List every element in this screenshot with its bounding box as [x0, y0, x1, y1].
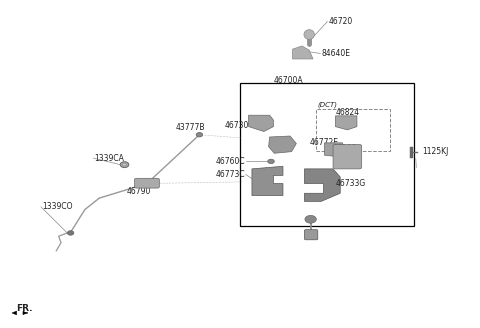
Polygon shape: [12, 311, 17, 315]
Ellipse shape: [304, 30, 314, 39]
Polygon shape: [249, 115, 274, 132]
Text: 46700A: 46700A: [274, 76, 303, 85]
Bar: [316, 109, 390, 151]
Polygon shape: [292, 46, 313, 59]
Text: 44140: 44140: [333, 144, 357, 153]
Polygon shape: [269, 136, 296, 153]
Ellipse shape: [120, 162, 129, 168]
FancyBboxPatch shape: [134, 178, 159, 188]
Text: 46772E: 46772E: [309, 138, 338, 147]
Polygon shape: [336, 116, 357, 130]
Ellipse shape: [122, 163, 126, 166]
Polygon shape: [304, 169, 340, 201]
Text: 46733G: 46733G: [336, 179, 366, 188]
Bar: [240, 83, 414, 226]
Circle shape: [67, 231, 74, 235]
Text: 46720: 46720: [328, 17, 352, 26]
Text: (DCT): (DCT): [317, 102, 337, 108]
Polygon shape: [324, 143, 343, 156]
Text: 46824: 46824: [336, 108, 360, 117]
Polygon shape: [252, 166, 283, 195]
Circle shape: [196, 133, 203, 137]
Text: 84640E: 84640E: [321, 49, 350, 58]
Text: 43777B: 43777B: [176, 123, 205, 132]
Circle shape: [305, 215, 316, 223]
Text: 46790: 46790: [127, 187, 151, 196]
Text: 46773C: 46773C: [215, 170, 245, 179]
Text: 46730: 46730: [224, 121, 249, 130]
Text: FR.: FR.: [16, 304, 32, 313]
Text: 1339CO: 1339CO: [42, 202, 72, 212]
Circle shape: [268, 159, 275, 164]
FancyBboxPatch shape: [304, 230, 318, 240]
Text: 1339CA: 1339CA: [95, 154, 124, 163]
FancyBboxPatch shape: [333, 145, 362, 169]
Text: 46760C: 46760C: [215, 157, 245, 166]
Text: 1125KJ: 1125KJ: [422, 147, 449, 156]
